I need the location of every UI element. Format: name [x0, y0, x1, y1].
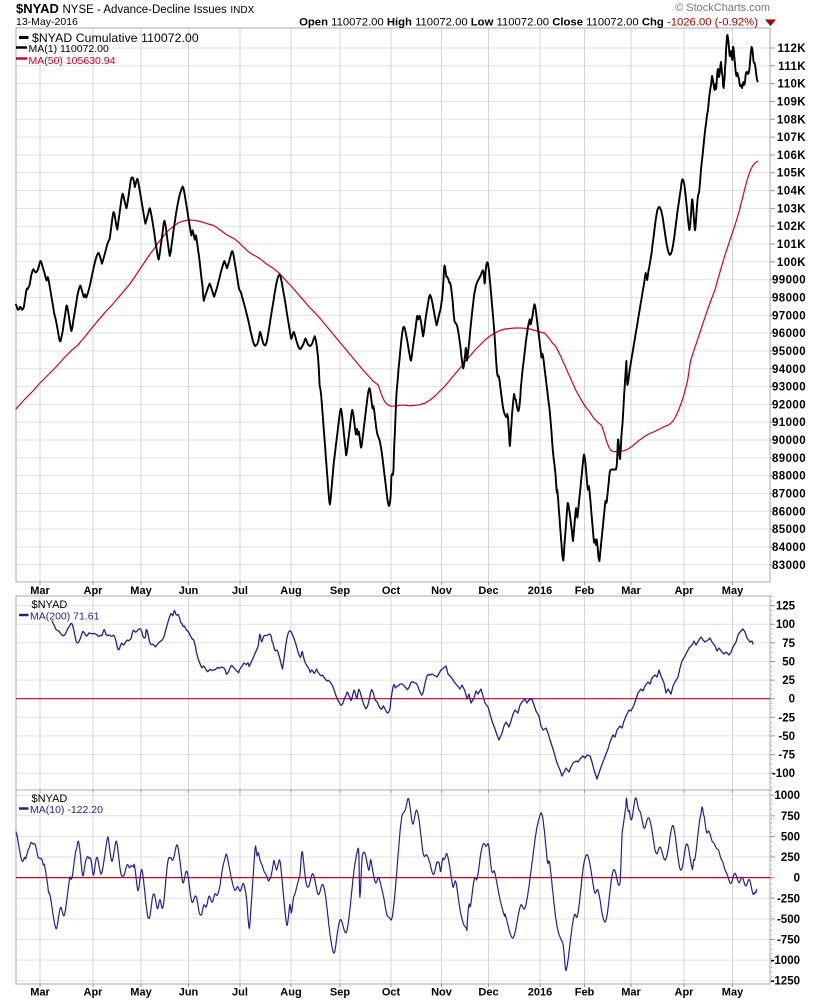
svg-text:Oct: Oct: [382, 987, 401, 999]
svg-text:MA(1) 110072.00: MA(1) 110072.00: [29, 43, 110, 55]
svg-text:105K: 105K: [777, 168, 806, 180]
svg-text:94000: 94000: [772, 364, 806, 376]
svg-text:-1000: -1000: [771, 955, 800, 967]
svg-text:Aug: Aug: [280, 987, 301, 999]
svg-text:101K: 101K: [777, 239, 806, 251]
svg-text:Feb: Feb: [575, 585, 595, 597]
svg-text:Feb: Feb: [575, 987, 595, 999]
svg-text:MA(50) 105630.94: MA(50) 105630.94: [29, 55, 116, 67]
svg-text:Apr: Apr: [675, 585, 695, 597]
svg-text:109K: 109K: [777, 96, 806, 108]
svg-text:Jul: Jul: [232, 585, 248, 597]
svg-text:$NYAD: $NYAD: [32, 793, 68, 805]
svg-text:May: May: [130, 987, 152, 999]
svg-text:111K: 111K: [778, 61, 806, 73]
svg-text:$NYAD: $NYAD: [32, 599, 68, 611]
svg-text:MA(200) 71.61: MA(200) 71.61: [30, 611, 100, 623]
svg-text:98000: 98000: [772, 292, 806, 304]
svg-text:0: 0: [789, 694, 795, 706]
svg-text:102K: 102K: [777, 221, 806, 233]
svg-text:2016: 2016: [528, 585, 552, 597]
svg-text:MA(10) -122.20: MA(10) -122.20: [30, 804, 103, 816]
svg-text:$NYAD Cumulative 110072.00: $NYAD Cumulative 110072.00: [32, 31, 199, 45]
svg-text:85000: 85000: [772, 524, 806, 536]
svg-text:83000: 83000: [772, 560, 806, 572]
svg-text:104K: 104K: [777, 186, 806, 198]
svg-text:50: 50: [782, 656, 795, 668]
svg-text:125: 125: [776, 601, 796, 613]
svg-text:87000: 87000: [772, 489, 806, 501]
svg-text:13-May-2016: 13-May-2016: [16, 16, 78, 28]
svg-text:25: 25: [782, 675, 795, 687]
svg-text:-100: -100: [772, 768, 795, 780]
svg-text:Apr: Apr: [84, 585, 104, 597]
svg-text:Dec: Dec: [478, 585, 498, 597]
svg-text:Mar: Mar: [30, 585, 50, 597]
svg-text:106K: 106K: [777, 150, 806, 162]
svg-text:Nov: Nov: [431, 987, 453, 999]
svg-text:-500: -500: [777, 914, 800, 926]
svg-text:-1250: -1250: [771, 976, 800, 988]
svg-text:$NYAD NYSE - Advance-Decline I: $NYAD NYSE - Advance-Decline Issues INDX: [16, 1, 255, 16]
svg-text:99000: 99000: [772, 275, 806, 287]
svg-text:Jun: Jun: [179, 585, 199, 597]
svg-text:Mar: Mar: [621, 585, 641, 597]
svg-text:Mar: Mar: [621, 987, 641, 999]
svg-text:110K: 110K: [778, 79, 807, 91]
svg-text:-25: -25: [778, 712, 795, 724]
svg-text:112K: 112K: [778, 43, 807, 55]
svg-text:-75: -75: [778, 750, 795, 762]
svg-text:75: 75: [782, 638, 795, 650]
svg-text:1000: 1000: [774, 790, 800, 802]
svg-text:Sep: Sep: [330, 987, 350, 999]
svg-text:88000: 88000: [772, 471, 806, 483]
svg-text:Aug: Aug: [280, 585, 301, 597]
svg-text:92000: 92000: [772, 399, 806, 411]
svg-text:96000: 96000: [772, 328, 806, 340]
svg-text:Jun: Jun: [179, 987, 199, 999]
svg-text:91000: 91000: [772, 417, 806, 429]
svg-text:2016: 2016: [528, 987, 552, 999]
svg-text:750: 750: [781, 811, 800, 823]
svg-text:500: 500: [781, 831, 800, 843]
svg-text:90000: 90000: [772, 435, 806, 447]
svg-text:97000: 97000: [772, 310, 806, 322]
svg-text:-750: -750: [777, 934, 800, 946]
svg-text:86000: 86000: [772, 506, 806, 518]
svg-text:-50: -50: [778, 731, 795, 743]
svg-text:Sep: Sep: [330, 585, 350, 597]
svg-text:Oct: Oct: [382, 585, 401, 597]
svg-text:Jul: Jul: [232, 987, 248, 999]
svg-text:108K: 108K: [777, 114, 806, 126]
svg-text:0: 0: [794, 873, 800, 885]
svg-text:100K: 100K: [777, 257, 806, 269]
svg-text:May: May: [722, 585, 744, 597]
svg-text:250: 250: [781, 852, 800, 864]
svg-text:Open 110072.00 High 110072.00: Open 110072.00 High 110072.00 Low 110072…: [299, 17, 758, 29]
svg-text:93000: 93000: [772, 382, 806, 394]
svg-text:Dec: Dec: [478, 987, 498, 999]
svg-text:100: 100: [776, 619, 795, 631]
svg-text:89000: 89000: [772, 453, 806, 465]
svg-text:Apr: Apr: [675, 987, 695, 999]
svg-text:Mar: Mar: [30, 987, 50, 999]
svg-text:Apr: Apr: [84, 987, 104, 999]
svg-text:95000: 95000: [772, 346, 806, 358]
svg-text:84000: 84000: [772, 542, 806, 554]
svg-text:May: May: [130, 585, 152, 597]
svg-text:107K: 107K: [777, 132, 806, 144]
svg-text:-250: -250: [777, 893, 800, 905]
svg-text:103K: 103K: [777, 203, 806, 215]
svg-text:May: May: [722, 987, 744, 999]
svg-text:Nov: Nov: [431, 585, 453, 597]
svg-text:© StockCharts.com: © StockCharts.com: [675, 2, 770, 14]
